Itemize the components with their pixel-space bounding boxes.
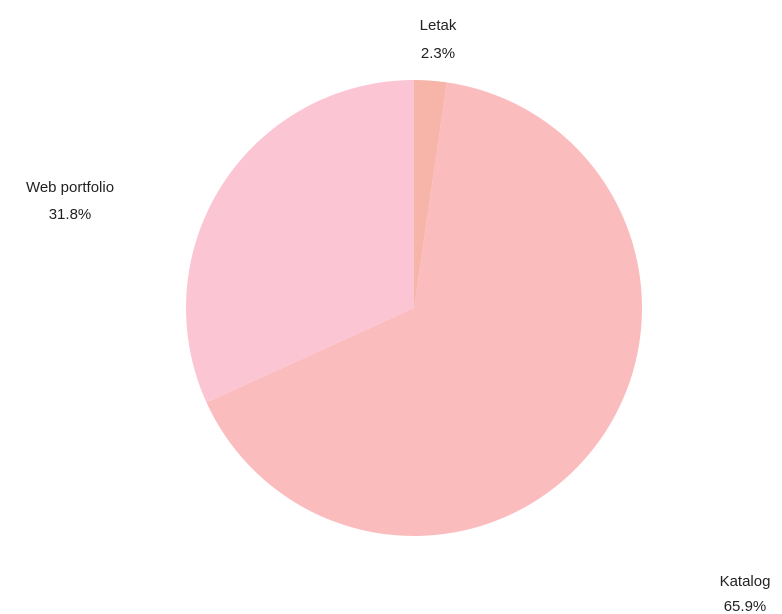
pie-labels: Letak 2.3% Katalog 65.9% Web portfolio 3… (26, 17, 770, 614)
pie-slice-web-portfolio (186, 80, 414, 403)
slice-label-letak: Letak (420, 17, 457, 34)
slice-label-web-portfolio: Web portfolio (26, 179, 114, 196)
slice-percent-katalog: 65.9% (724, 598, 767, 614)
slice-percent-web-portfolio: 31.8% (49, 206, 92, 223)
slice-percent-letak: 2.3% (421, 45, 455, 62)
pie-slices (186, 80, 643, 537)
pie-slice-katalog (206, 82, 643, 537)
pie-slice-letak (414, 80, 447, 308)
slice-label-katalog: Katalog (720, 573, 771, 590)
